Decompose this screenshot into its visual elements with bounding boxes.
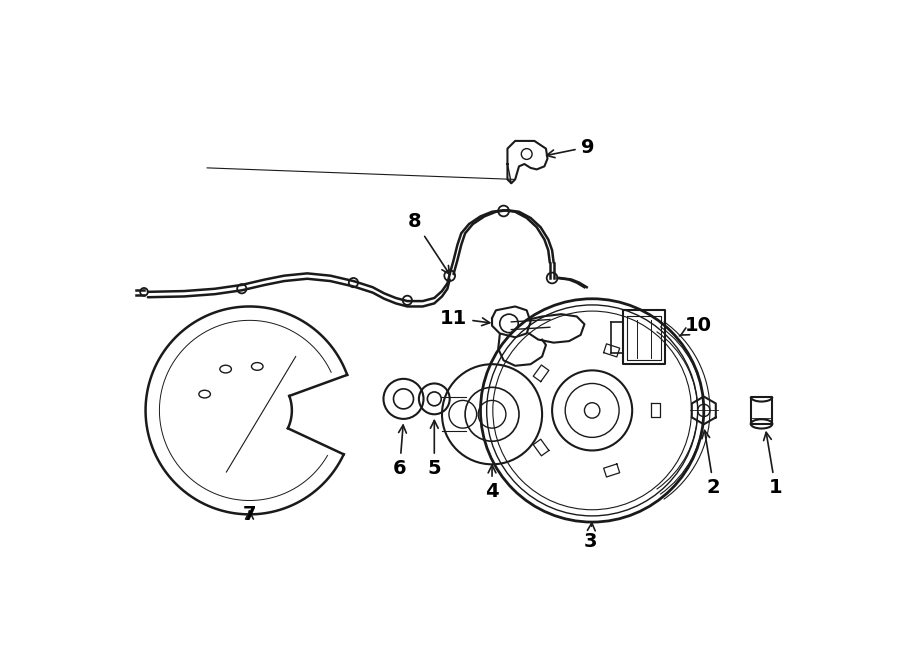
Text: 5: 5 <box>428 420 441 478</box>
Text: 2: 2 <box>702 430 721 497</box>
Text: 7: 7 <box>243 505 256 524</box>
Text: 8: 8 <box>409 212 449 274</box>
Text: 4: 4 <box>485 465 499 501</box>
Text: 10: 10 <box>680 316 712 336</box>
Text: 3: 3 <box>584 523 598 551</box>
Text: 11: 11 <box>440 309 490 327</box>
Text: 1: 1 <box>763 432 782 497</box>
Text: 9: 9 <box>546 137 594 157</box>
Text: 6: 6 <box>392 425 407 478</box>
